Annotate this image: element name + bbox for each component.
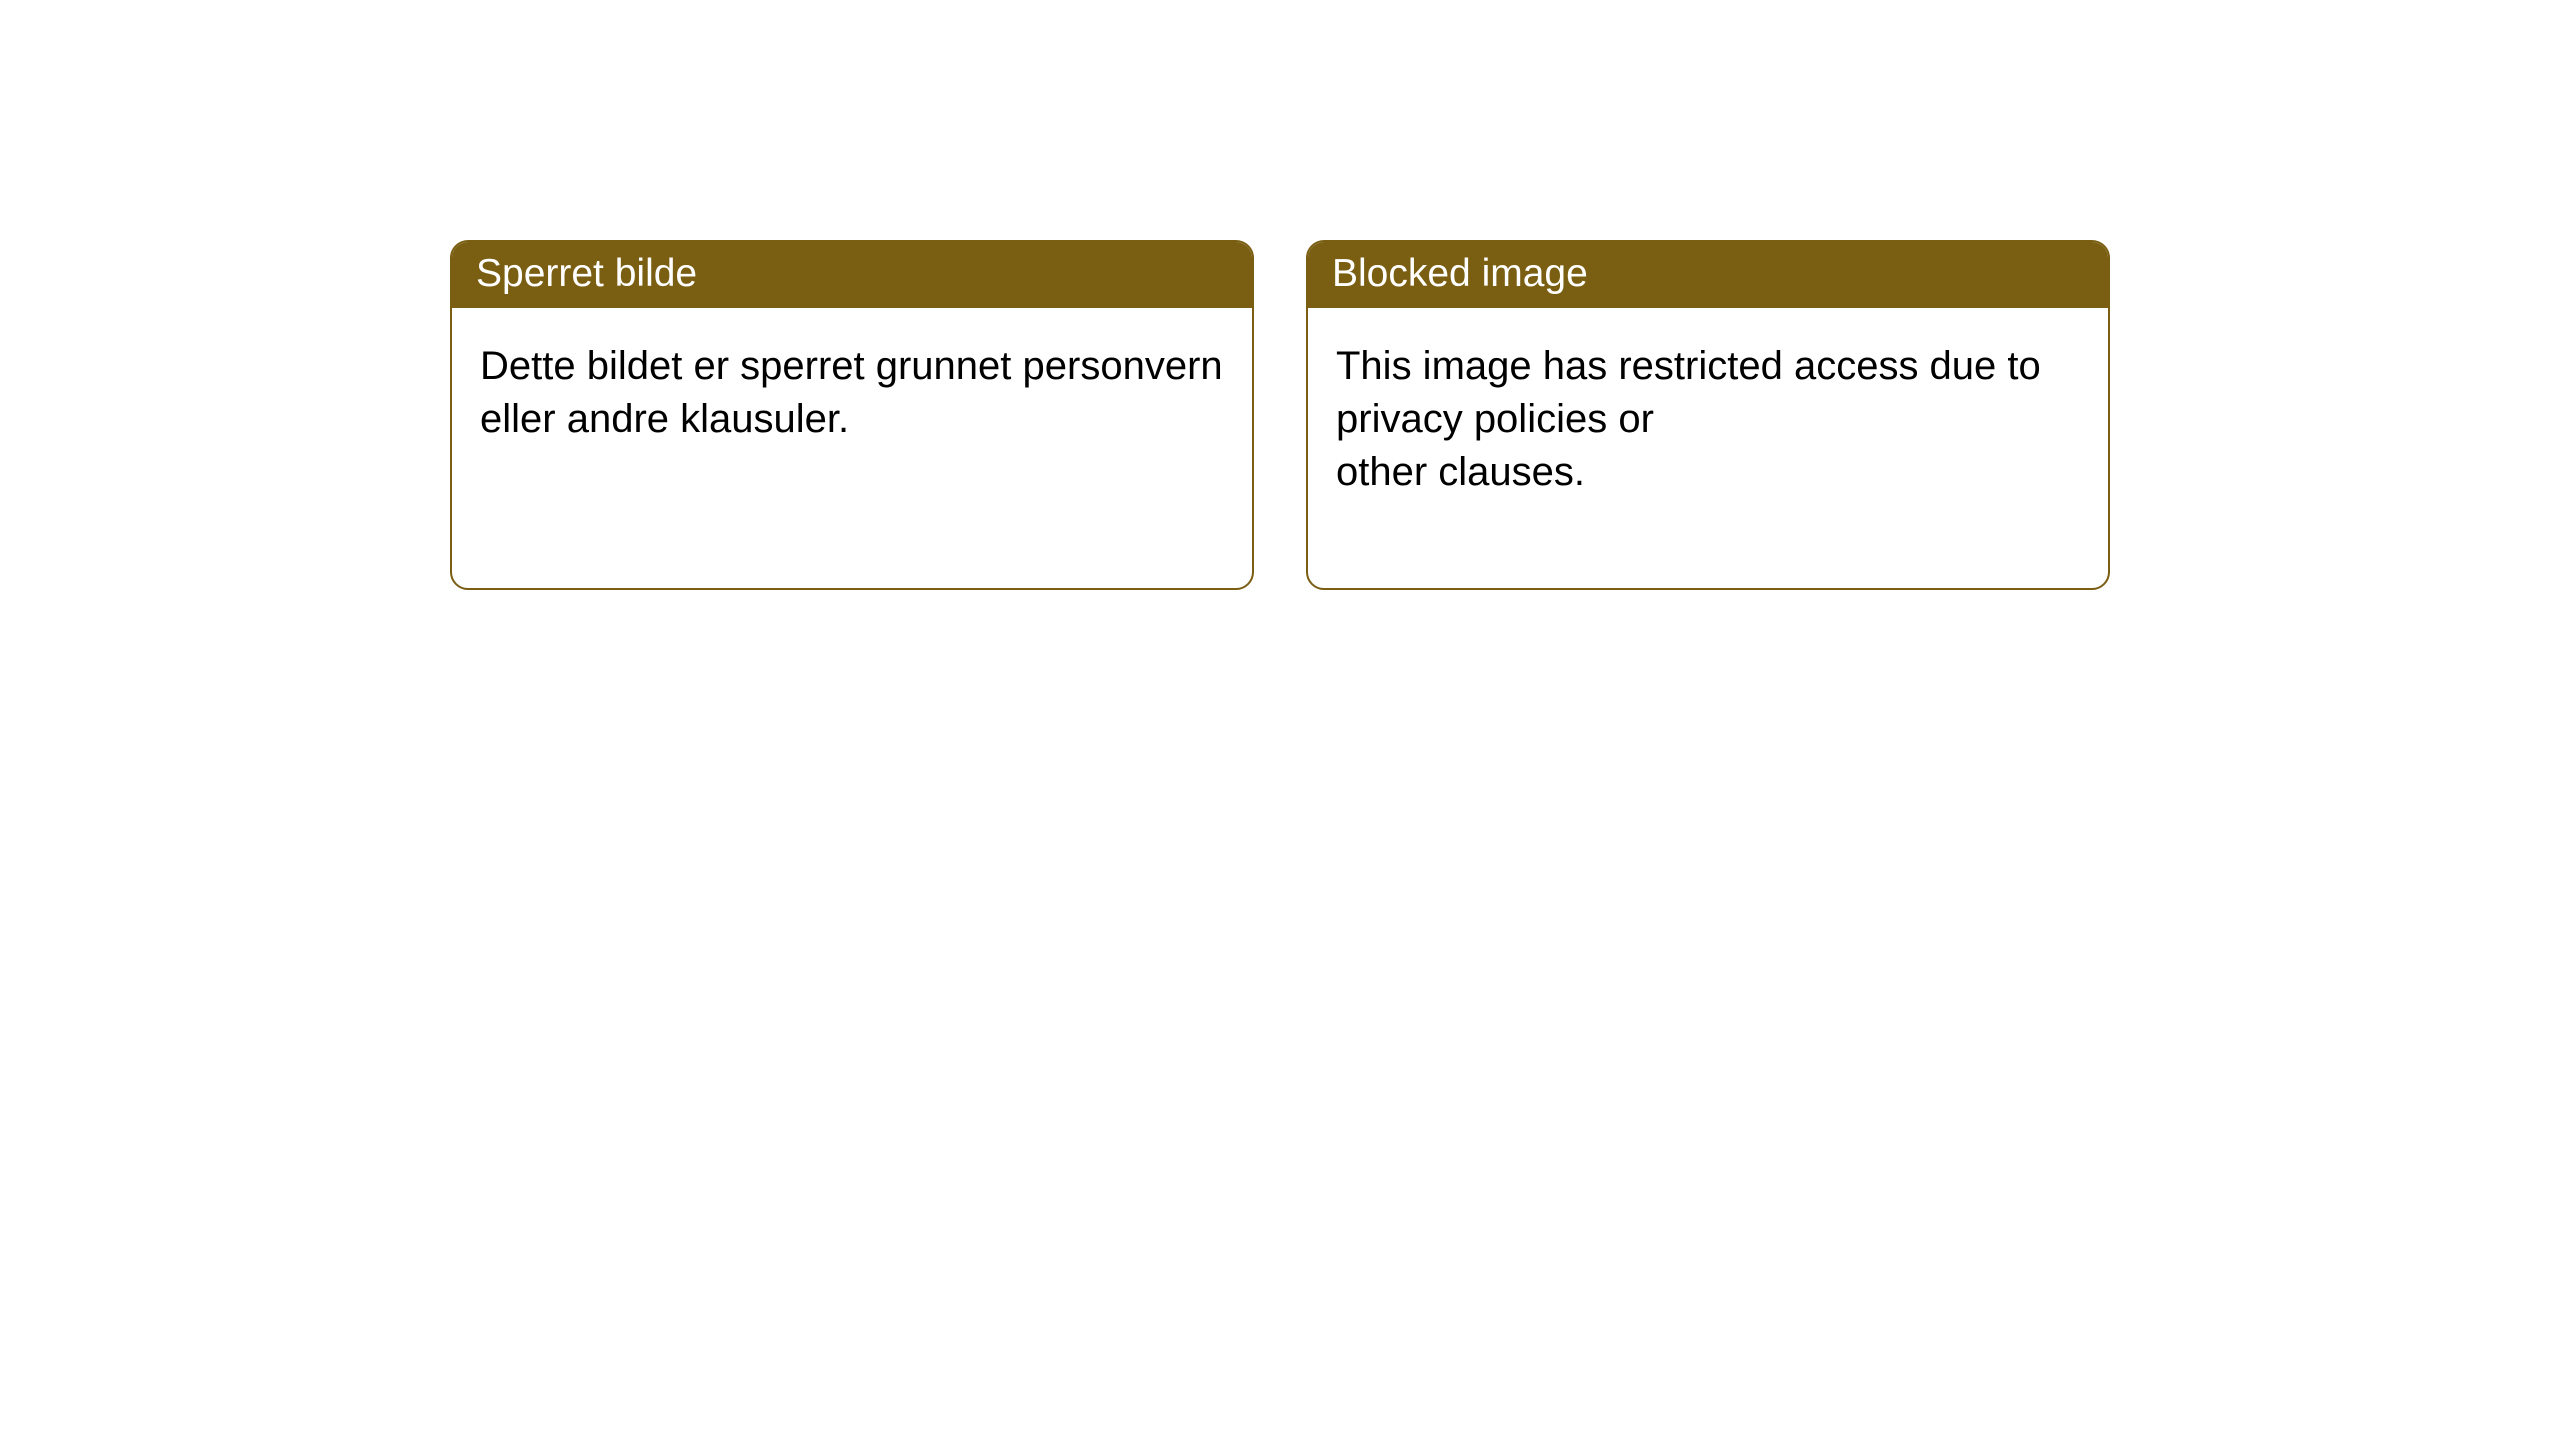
card-body-no: Dette bildet er sperret grunnet personve…	[452, 308, 1252, 536]
blocked-image-card-en: Blocked image This image has restricted …	[1306, 240, 2110, 590]
card-title-no: Sperret bilde	[452, 242, 1252, 308]
blocked-image-card-no: Sperret bilde Dette bildet er sperret gr…	[450, 240, 1254, 590]
card-body-en: This image has restricted access due to …	[1308, 308, 2108, 588]
notice-cards-container: Sperret bilde Dette bildet er sperret gr…	[0, 0, 2560, 590]
card-title-en: Blocked image	[1308, 242, 2108, 308]
